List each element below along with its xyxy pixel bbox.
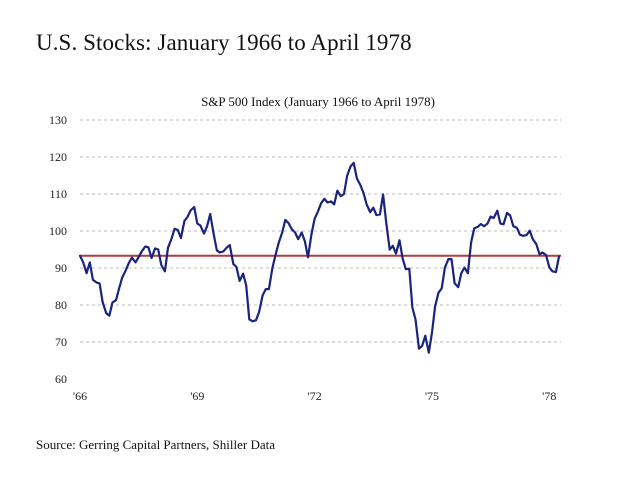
y-tick-label: 80	[55, 298, 67, 312]
chart-title: S&P 500 Index (January 1966 to April 197…	[201, 94, 435, 109]
series-line	[78, 161, 561, 354]
grid-lines	[80, 119, 561, 343]
x-tick-label: '75	[425, 389, 439, 403]
y-tick-label: 100	[49, 224, 67, 238]
y-tick-label: 120	[49, 150, 67, 164]
x-tick-label: '66	[73, 389, 87, 403]
x-axis-labels: '66 '69 '72 '75 '78	[73, 389, 556, 403]
page-title: U.S. Stocks: January 1966 to April 1978	[36, 30, 412, 55]
series-layer	[78, 161, 561, 354]
y-tick-label: 90	[55, 261, 67, 275]
y-tick-label: 60	[55, 372, 67, 386]
y-tick-label: 110	[49, 187, 67, 201]
y-tick-label: 70	[55, 335, 67, 349]
x-tick-label: '72	[308, 389, 322, 403]
source-note: Source: Gerring Capital Partners, Shille…	[36, 437, 275, 452]
y-tick-label: 130	[49, 113, 67, 127]
y-axis-labels: 60 70 80 90 100 110 120 130	[49, 113, 67, 386]
x-tick-label: '78	[542, 389, 556, 403]
x-tick-label: '69	[190, 389, 204, 403]
